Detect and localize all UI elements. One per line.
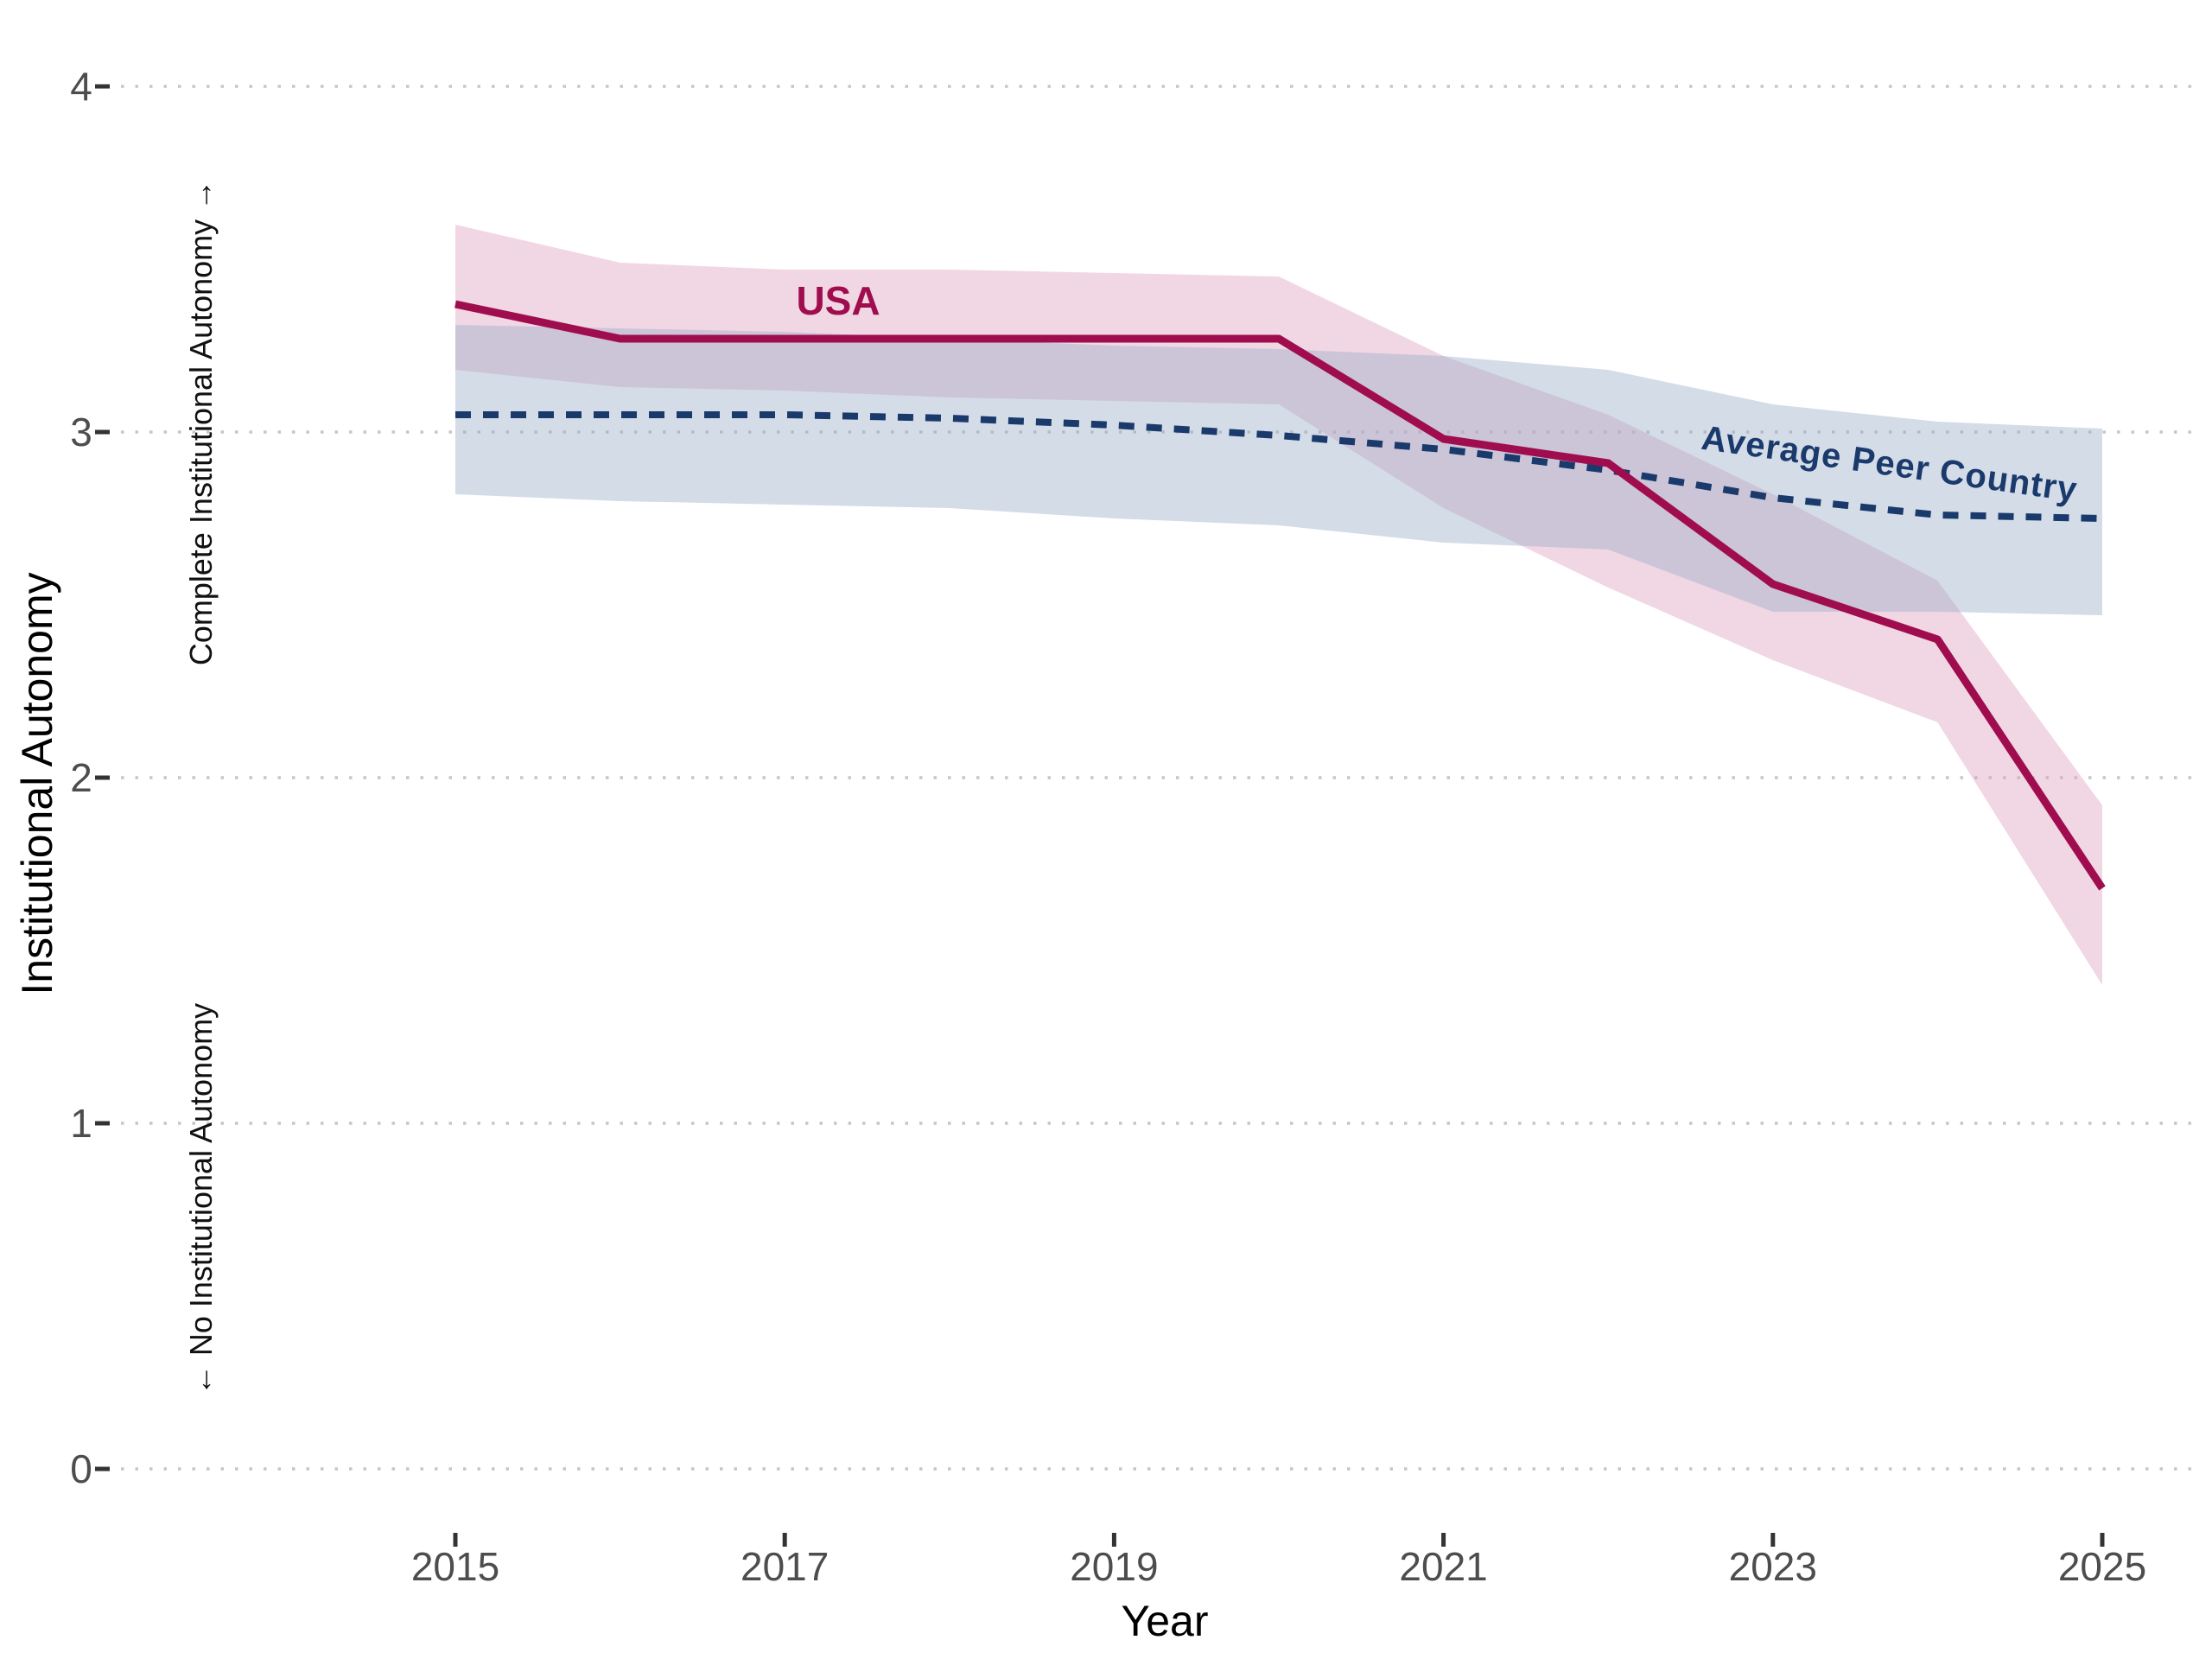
x-tick-label-2019: 2019 bbox=[1070, 1544, 1158, 1589]
x-tick-label-2017: 2017 bbox=[741, 1544, 829, 1589]
x-tick-label-2021: 2021 bbox=[1399, 1544, 1487, 1589]
y-tick-label-2: 2 bbox=[70, 755, 92, 800]
y-tick-label-3: 3 bbox=[70, 410, 92, 454]
y-axis: 0 1 2 3 4 bbox=[70, 64, 110, 1491]
confidence-ribbons bbox=[455, 225, 2102, 985]
x-axis-title: Year bbox=[1121, 1597, 1208, 1645]
y-tick-label-4: 4 bbox=[70, 64, 92, 109]
x-axis: 2015 2017 2019 2021 2023 2025 bbox=[411, 1533, 2146, 1589]
ribbon-average-peer-country bbox=[455, 325, 2102, 615]
x-tick-label-2015: 2015 bbox=[411, 1544, 499, 1589]
series-lines bbox=[454, 300, 2106, 891]
x-tick-label-2025: 2025 bbox=[2058, 1544, 2146, 1589]
usa-series-label: USA bbox=[796, 278, 880, 323]
ribbon-usa bbox=[455, 225, 2102, 985]
y-axis-title: Institutional Autonomy bbox=[13, 572, 61, 995]
y-tick-label-1: 1 bbox=[70, 1101, 92, 1146]
x-tick-label-2023: 2023 bbox=[1729, 1544, 1817, 1589]
no-autonomy-annotation: ← No Institutional Autonomy bbox=[183, 1003, 219, 1395]
y-tick-label-0: 0 bbox=[70, 1446, 92, 1491]
line-usa bbox=[454, 300, 2106, 891]
complete-autonomy-annotation: Complete Institutional Autonomy → bbox=[183, 180, 219, 665]
